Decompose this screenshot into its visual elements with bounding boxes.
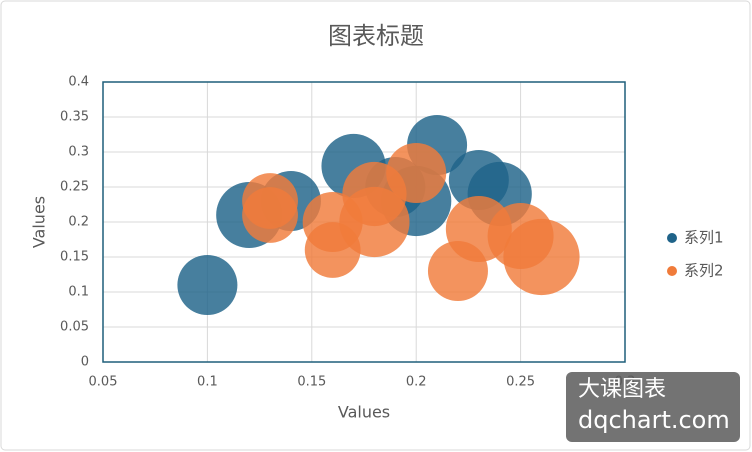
x-tick-label: 0.1 [197,375,218,390]
legend-marker [667,233,677,243]
legend-label: 系列1 [684,229,724,247]
legend-label: 系列2 [684,262,724,280]
x-tick-label: 0.05 [89,375,118,390]
plot-frame [102,81,626,363]
y-tick-label: 0.25 [60,180,89,195]
x-tick-label: 0.25 [506,375,535,390]
x-tick-label: 0.2 [406,375,427,390]
y-tick-label: 0.15 [60,250,89,265]
bubble [503,218,580,296]
y-tick-label: 0.3 [68,145,89,160]
watermark-text: dqchart.com [578,406,730,434]
watermark-text: 大课图表 [578,377,666,402]
y-tick-label: 0.4 [68,75,89,90]
bubble [242,187,298,243]
y-tick-label: 0.35 [60,110,89,125]
legend-marker [667,266,677,276]
watermark: 大课图表 dqchart.com [566,372,740,442]
chart-title: 图表标题 [328,22,424,50]
x-axis-label: Values [338,403,390,422]
x-tick-label: 0.15 [297,375,326,390]
y-tick-label: 0.05 [60,320,89,335]
bubble [386,143,447,203]
y-tick-label: 0 [81,355,89,370]
watermark-bg [566,372,740,442]
y-tick-label: 0.2 [68,215,89,230]
bubble [177,255,238,315]
y-axis-label: Values [30,196,49,248]
y-tick-label: 0.1 [68,285,89,300]
